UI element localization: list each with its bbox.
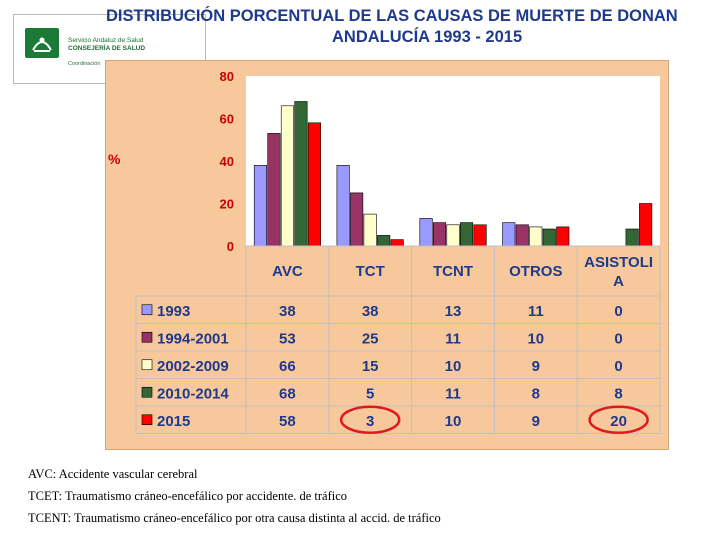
- data-label: 0: [614, 358, 622, 375]
- legend-label: 1994-2001: [157, 330, 229, 347]
- bar: [556, 226, 570, 247]
- data-label: 10: [445, 413, 462, 430]
- y-axis-label: %: [108, 151, 121, 167]
- category-label: TCNT: [433, 263, 473, 280]
- legend-swatch: [141, 359, 153, 371]
- data-label: 0: [614, 330, 622, 347]
- category-label: TCT: [356, 263, 385, 280]
- bar: [377, 235, 391, 247]
- bar: [639, 203, 653, 247]
- y-tick-label: 60: [220, 112, 234, 127]
- data-label: 0: [614, 303, 622, 320]
- data-label: 66: [279, 358, 296, 375]
- footnote-avc: AVC: Accidente vascular cerebral: [28, 467, 198, 481]
- bar: [625, 228, 639, 247]
- data-label: 38: [279, 303, 296, 320]
- y-tick-label: 20: [220, 197, 234, 212]
- legend-swatch: [141, 414, 153, 426]
- legend-swatch: [141, 386, 153, 398]
- bar: [253, 165, 267, 247]
- bar: [446, 224, 460, 247]
- data-label: 58: [279, 413, 296, 430]
- title-line1: DISTRIBUCIÓN PORCENTUAL DE LAS CAUSAS DE…: [106, 7, 678, 25]
- legend-label: 2002-2009: [157, 358, 229, 375]
- bar: [515, 224, 529, 247]
- logo-text-line1: Servicio Andaluz de Salud: [68, 37, 144, 44]
- data-label: 53: [279, 330, 296, 347]
- bar: [363, 213, 377, 247]
- bar: [336, 165, 350, 247]
- category-label: OTROS: [509, 263, 562, 280]
- data-label: 11: [445, 330, 461, 347]
- data-label: 25: [362, 330, 379, 347]
- data-label: 15: [362, 358, 379, 375]
- data-label: 9: [532, 413, 540, 430]
- data-label: 11: [445, 385, 461, 402]
- legend-label: 2015: [157, 413, 190, 430]
- bar: [529, 226, 543, 247]
- junta-andalucia-logo-icon: [25, 28, 59, 58]
- category-label: A: [613, 273, 624, 290]
- data-label: 10: [445, 358, 462, 375]
- bar: [307, 122, 321, 247]
- legend-swatch: [141, 331, 153, 343]
- highlight-circle: [339, 405, 401, 434]
- data-label: 8: [532, 385, 540, 402]
- data-label: 68: [279, 385, 296, 402]
- legend-label: 1993: [157, 303, 190, 320]
- chart-panel: 0 20 40 60 80% AVC TCT TCNT OTROS ASISTOLI A 1993 38…: [105, 60, 669, 450]
- logo-text-line2: CONSEJERÍA DE SALUD: [68, 45, 146, 52]
- bar: [473, 224, 487, 247]
- bar: [294, 101, 308, 247]
- footnote-tcet: TCET: Traumatismo cráneo-encefálico por …: [28, 489, 348, 503]
- data-label: 10: [527, 330, 544, 347]
- data-label: 9: [532, 358, 540, 375]
- page-title: DISTRIBUCIÓN PORCENTUAL DE LAS CAUSAS DE…: [106, 6, 720, 48]
- bar: [542, 228, 556, 247]
- y-tick-label: 80: [220, 69, 234, 84]
- bar: [350, 192, 364, 247]
- highlight-circle: [588, 405, 649, 434]
- legend-label: 2010-2014: [157, 385, 229, 402]
- footnote-tcent: TCENT: Traumatismo cráneo-encefálico por…: [28, 511, 441, 525]
- footnotes: AVC: Accidente vascular cerebral TCET: T…: [28, 466, 441, 532]
- data-label: 8: [614, 385, 622, 402]
- y-tick-label: 0: [227, 239, 234, 254]
- legend-swatch: [141, 304, 153, 316]
- data-label: 38: [362, 303, 379, 320]
- logo-text-line3: Coordinación: [68, 61, 101, 67]
- data-label: 3: [366, 413, 374, 430]
- category-label: ASISTOLI: [584, 254, 653, 271]
- bar: [432, 222, 447, 247]
- data-label: 13: [445, 303, 462, 320]
- data-label: 11: [528, 303, 544, 320]
- bar: [267, 133, 281, 247]
- bar: [390, 239, 404, 247]
- title-line2: ANDALUCÍA 1993 - 2015: [332, 28, 523, 46]
- bar: [502, 222, 516, 247]
- category-label: AVC: [272, 263, 303, 280]
- data-label: 5: [366, 385, 374, 402]
- bar: [280, 105, 294, 247]
- bar: [419, 218, 433, 247]
- y-tick-label: 40: [220, 154, 234, 169]
- data-label: 20: [610, 413, 627, 430]
- bar: [459, 222, 474, 247]
